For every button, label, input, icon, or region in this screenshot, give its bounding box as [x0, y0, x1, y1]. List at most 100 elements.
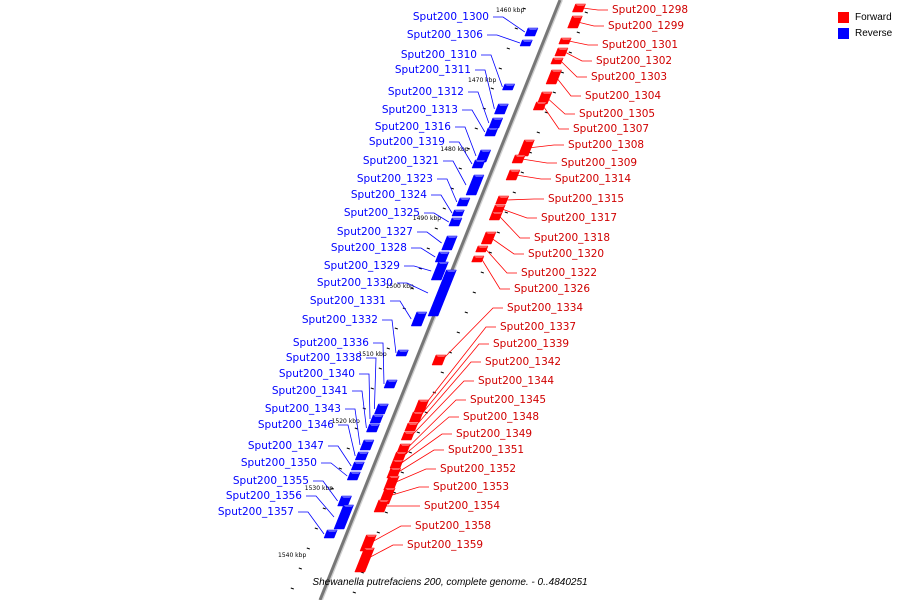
- track-tick: [442, 207, 446, 210]
- kbp-tick-label: 1480 kbp: [440, 146, 468, 153]
- track-tick: [536, 131, 540, 134]
- reverse-gene-label: Sput200_1356: [226, 490, 302, 502]
- forward-label-leader: [423, 326, 496, 407]
- track-tick: [426, 247, 430, 250]
- forward-gene-feature: [354, 547, 375, 573]
- forward-gene-highlight: [575, 4, 586, 6]
- reverse-label-leader: [345, 408, 361, 446]
- track-tick: [386, 347, 390, 350]
- forward-gene-highlight: [408, 423, 418, 425]
- forward-label-leader: [402, 416, 459, 457]
- reverse-gene-highlight: [446, 270, 457, 272]
- forward-gene-feature: [532, 101, 547, 111]
- forward-gene-highlight: [418, 400, 429, 402]
- forward-gene-highlight: [524, 140, 535, 142]
- reverse-gene-highlight: [373, 415, 384, 417]
- reverse-gene-label: Sput200_1312: [388, 86, 464, 98]
- track-tick: [384, 511, 388, 514]
- reverse-gene-body: [524, 27, 539, 37]
- reverse-gene-body: [374, 403, 389, 415]
- track-tick: [410, 287, 414, 290]
- reverse-gene-highlight: [378, 404, 389, 406]
- reverse-gene-highlight: [498, 104, 509, 106]
- reverse-label-leader: [366, 357, 377, 410]
- forward-gene-highlight: [561, 38, 572, 40]
- forward-gene-body: [471, 255, 485, 263]
- reverse-gene-body: [369, 414, 384, 424]
- reverse-gene-label: Sput200_1347: [248, 440, 324, 452]
- forward-gene-feature: [491, 204, 506, 214]
- reverse-gene-body: [456, 197, 471, 207]
- forward-label-leader: [406, 399, 466, 450]
- reverse-gene-label: Sput200_1350: [241, 457, 317, 469]
- reverse-gene-highlight: [354, 462, 365, 464]
- reverse-gene-label: Sput200_1341: [272, 385, 348, 397]
- track-tick: [338, 467, 342, 470]
- reverse-gene-body: [410, 311, 428, 327]
- forward-gene-highlight: [436, 355, 446, 357]
- forward-gene-body: [480, 231, 497, 245]
- reverse-gene-body: [519, 39, 533, 47]
- reverse-gene-feature: [430, 261, 449, 281]
- reverse-gene-label: Sput200_1338: [286, 352, 362, 364]
- track-tick: [480, 271, 484, 274]
- forward-gene-body: [572, 3, 586, 13]
- forward-gene-highlight: [542, 92, 552, 94]
- forward-label-leader: [369, 525, 411, 544]
- track-tick: [376, 531, 380, 534]
- forward-gene-feature: [572, 3, 586, 13]
- reverse-label-leader: [397, 282, 429, 294]
- track-tick: [576, 31, 580, 34]
- reverse-gene-feature: [494, 103, 509, 115]
- track-tick: [474, 127, 478, 130]
- reverse-gene-feature: [456, 197, 471, 207]
- forward-gene-highlight: [515, 155, 526, 157]
- reverse-gene-label: Sput200_1319: [369, 136, 445, 148]
- forward-gene-label: Sput200_1322: [521, 267, 597, 279]
- reverse-gene-highlight: [416, 312, 427, 314]
- track-tick: [354, 427, 358, 430]
- reverse-gene-feature: [524, 27, 539, 37]
- legend-reverse: Reverse: [838, 25, 892, 41]
- track-tick: [440, 371, 444, 374]
- forward-label-leader: [498, 215, 530, 239]
- track-tick: [568, 51, 572, 54]
- forward-label-leader: [564, 51, 592, 62]
- reverse-gene-feature: [337, 495, 352, 507]
- reverse-gene-body: [350, 461, 365, 471]
- reverse-label-leader: [382, 319, 397, 354]
- reverse-gene-feature: [359, 439, 375, 451]
- reverse-gene-highlight: [528, 28, 538, 30]
- forward-gene-feature: [517, 139, 535, 157]
- reverse-gene-label: Sput200_1313: [382, 104, 458, 116]
- reverse-label-leader: [328, 445, 352, 467]
- reverse-gene-highlight: [341, 496, 352, 498]
- forward-label-leader: [388, 486, 429, 497]
- kbp-tick-label: 1520 kbp: [332, 418, 360, 425]
- forward-gene-feature: [386, 467, 402, 479]
- kbp-tick-label: 1530 kbp: [305, 485, 333, 492]
- reverse-gene-highlight: [369, 424, 380, 426]
- kbp-tick-label: 1470 kbp: [468, 77, 496, 84]
- forward-gene-body: [511, 154, 526, 164]
- forward-label-leader: [546, 97, 575, 115]
- forward-gene-highlight: [553, 58, 564, 60]
- forward-gene-label: Sput200_1302: [596, 55, 672, 67]
- forward-gene-feature: [495, 195, 510, 205]
- reverse-gene-highlight: [488, 128, 498, 130]
- forward-gene-highlight: [378, 500, 389, 502]
- reverse-gene-feature: [475, 149, 492, 163]
- kbp-tick-label: 1500 kbp: [386, 283, 414, 290]
- track-tick: [458, 167, 462, 170]
- reverse-gene-label: Sput200_1306: [407, 29, 483, 41]
- forward-gene-feature: [545, 69, 562, 85]
- reverse-gene-highlight: [350, 472, 361, 474]
- track-tick: [416, 431, 420, 434]
- reverse-gene-feature: [471, 159, 486, 169]
- forward-gene-feature: [471, 255, 485, 263]
- forward-gene-feature: [558, 37, 572, 45]
- reverse-gene-label: Sput200_1327: [337, 226, 413, 238]
- forward-label-leader: [560, 60, 587, 78]
- reverse-gene-feature: [441, 235, 458, 251]
- legend: Forward Reverse: [838, 9, 892, 41]
